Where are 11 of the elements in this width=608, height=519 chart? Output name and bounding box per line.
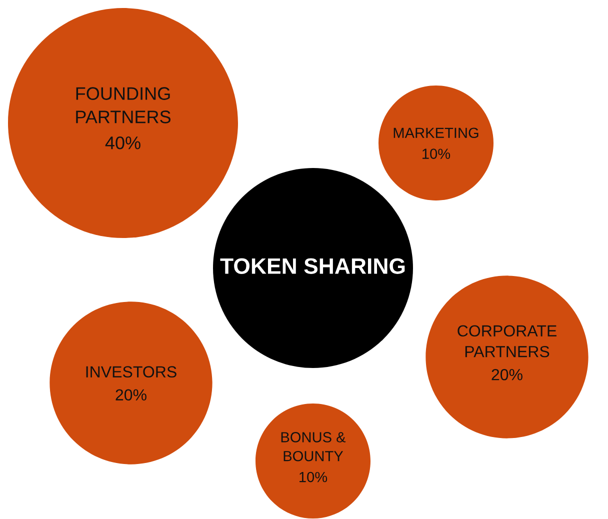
category-label: MARKETING: [394, 128, 478, 138]
category-label: BONUS & BOUNTY: [281, 432, 346, 462]
data-label: 40%: [105, 136, 140, 150]
text: TOKEN SHARING: [220, 258, 405, 274]
category-label: FOUNDING PARTNERS: [76, 87, 171, 124]
data-label: 20%: [492, 368, 522, 380]
data-label: 10%: [422, 148, 450, 159]
data-label: 10%: [300, 472, 328, 482]
category-label: INVESTORS: [86, 366, 176, 378]
category-label: CORPORATE PARTNERS: [458, 325, 556, 358]
data-label: 20%: [116, 389, 146, 401]
